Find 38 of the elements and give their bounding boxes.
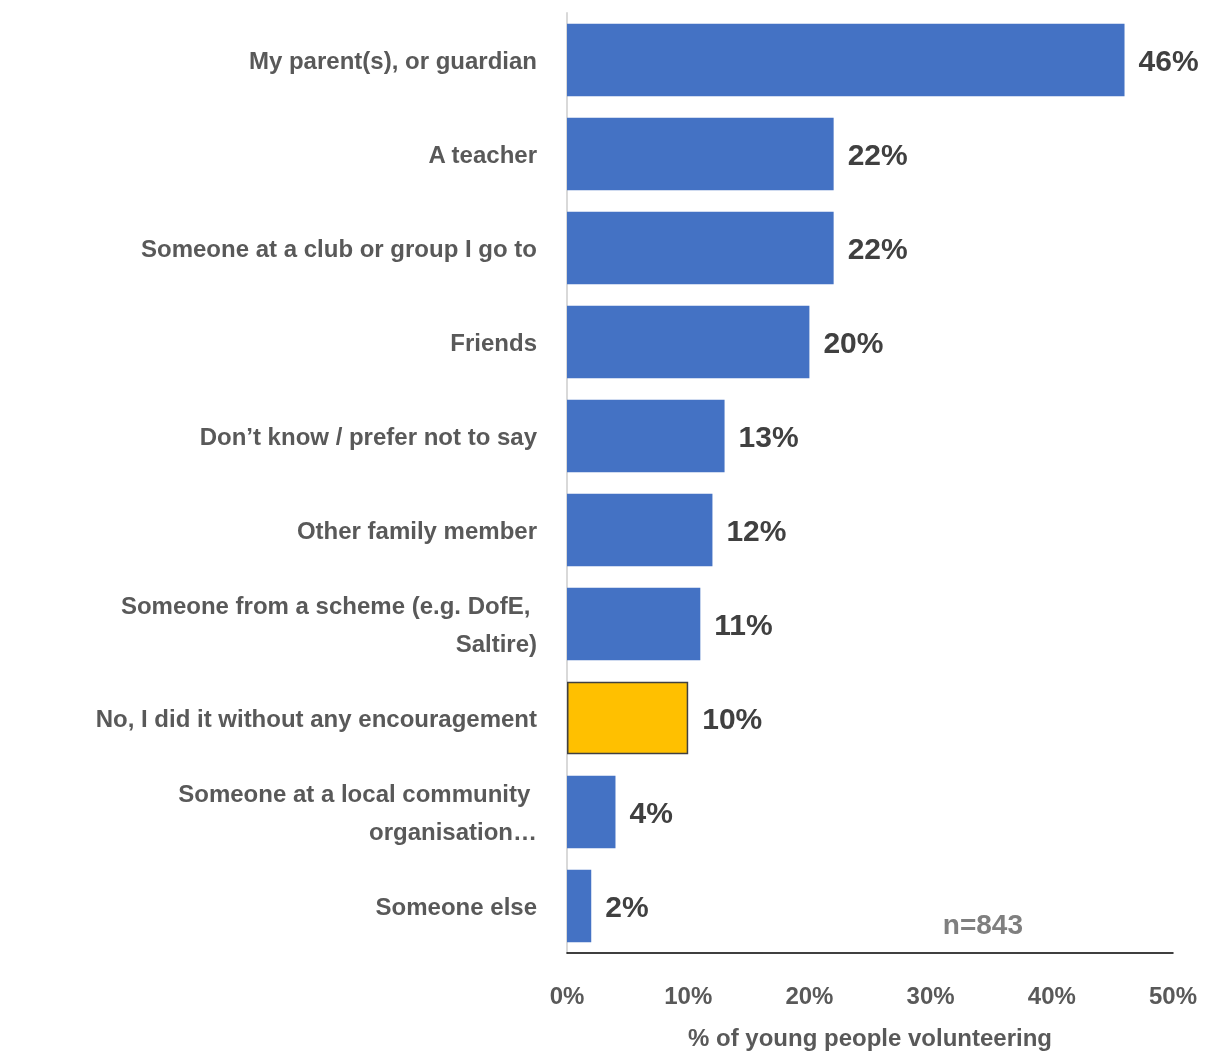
x-tick-label: 20% xyxy=(785,981,834,1009)
bar xyxy=(567,305,810,379)
x-tick-label: 30% xyxy=(906,981,955,1009)
data-label: 22% xyxy=(847,137,908,171)
x-axis-title: % of young people volunteering xyxy=(687,1023,1053,1051)
data-label: 46% xyxy=(1138,43,1199,77)
y-tick-label: Someone else xyxy=(375,892,537,920)
x-tick-label: 0% xyxy=(549,981,585,1009)
data-label: 22% xyxy=(847,231,908,265)
x-tick-label: 10% xyxy=(664,981,713,1009)
bar xyxy=(567,211,834,285)
x-tick-label: 40% xyxy=(1027,981,1076,1009)
y-tick-label: Don’t know / prefer not to say xyxy=(199,422,538,450)
y-tick-label: Someone from a scheme (e.g. DofE, Saltire) xyxy=(120,591,537,657)
y-tick-label: Someone at a club or group I go to xyxy=(140,234,537,262)
data-label: 4% xyxy=(629,795,673,829)
data-label: 12% xyxy=(726,513,787,547)
data-label: 20% xyxy=(823,325,884,359)
bar xyxy=(567,869,592,943)
data-label: 13% xyxy=(738,419,799,453)
bar xyxy=(567,775,616,849)
y-tick-label: Other family member xyxy=(296,516,537,544)
y-tick-label: Someone at a local community organisation… xyxy=(178,779,537,845)
data-label: 11% xyxy=(714,607,773,641)
data-label: 2% xyxy=(605,889,649,923)
bar xyxy=(567,399,725,473)
y-tick-label: Friends xyxy=(450,328,537,356)
bar xyxy=(567,493,713,567)
y-tick-label: My parent(s), or guardian xyxy=(248,46,537,74)
data-label: 10% xyxy=(702,701,763,735)
y-tick-label: A teacher xyxy=(428,140,537,168)
bar xyxy=(567,587,701,661)
x-tick-label: 50% xyxy=(1148,981,1198,1009)
bar xyxy=(567,117,834,191)
annotation: n=843 xyxy=(942,908,1023,940)
bar xyxy=(567,681,689,755)
y-tick-label: No, I did it without any encouragement xyxy=(95,704,537,732)
bar xyxy=(567,23,1125,97)
